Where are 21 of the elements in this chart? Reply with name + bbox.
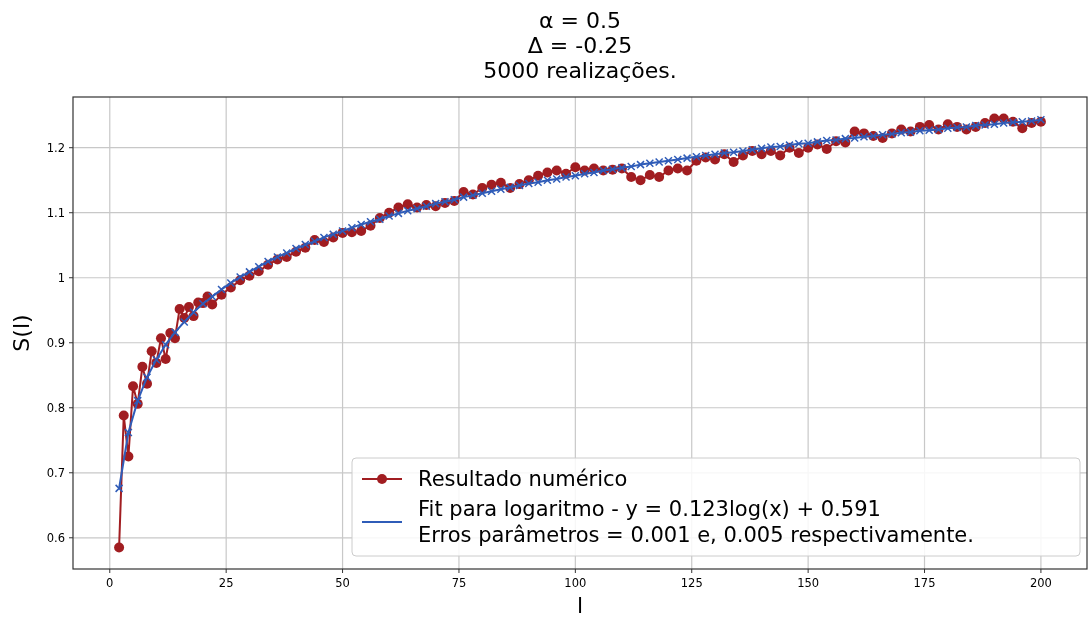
x-tick-label: 125 [680,576,703,590]
y-tick-label: 1.2 [46,140,65,155]
x-axis-title: l [576,593,584,617]
legend-label: Resultado numérico [418,467,628,491]
y-tick-label: 1 [57,270,65,285]
x-tick-label: 100 [564,576,587,590]
x-tick-label: 0 [106,576,114,590]
y-axis-title: S(l) [9,314,34,352]
chart-title: α = 0.5 Δ = -0.25 5000 realizações. [483,8,677,83]
y-tick-label: 1.1 [46,205,65,220]
y-tick-label: 0.8 [46,400,65,415]
x-tick-label: 25 [218,576,234,590]
x-tick-label: 75 [451,576,467,590]
x-tick-label: 50 [335,576,350,590]
y-tick-label: 0.7 [46,465,65,480]
x-tick-label: 150 [797,576,820,590]
legend-label: Fit para logaritmo - y = 0.123log(x) + 0.591 Erros parâmetros = 0.001 e, 0.005 respectivamente. [418,497,974,547]
x-tick-label: 175 [913,576,936,590]
y-tick-label: 0.9 [46,335,65,350]
y-tick-label: 0.6 [46,530,65,545]
x-tick-label: 200 [1029,576,1052,590]
